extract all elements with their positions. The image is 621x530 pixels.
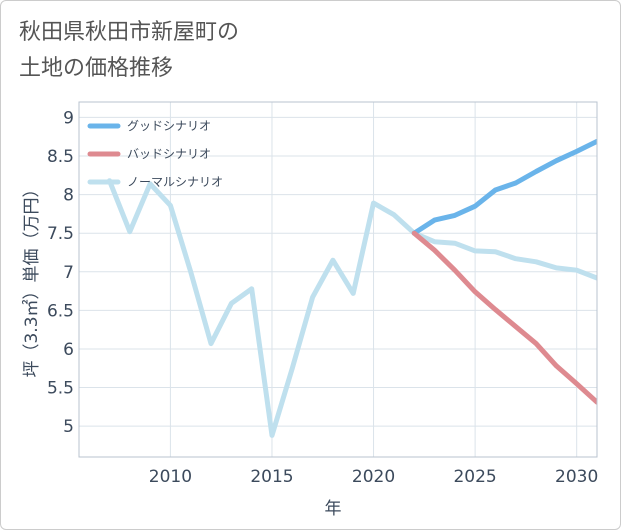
x-tick-label: 2020 bbox=[352, 467, 395, 487]
x-tick-label: 2025 bbox=[453, 467, 496, 487]
y-tick-label: 5.5 bbox=[47, 379, 74, 399]
x-tick-label: 2015 bbox=[250, 467, 293, 487]
grid bbox=[79, 102, 597, 457]
y-tick-label: 8.5 bbox=[47, 147, 74, 167]
y-tick-label: 5 bbox=[63, 417, 74, 437]
x-tick-label: 2030 bbox=[555, 467, 598, 487]
y-tick-label: 7.5 bbox=[47, 224, 74, 244]
x-tick-label: 2010 bbox=[149, 467, 192, 487]
legend-label: バッドシナリオ bbox=[127, 147, 211, 161]
series-group bbox=[107, 138, 597, 438]
y-tick-label: 6.5 bbox=[47, 301, 74, 321]
plot-frame bbox=[78, 101, 598, 458]
series-line-1 bbox=[411, 230, 597, 405]
x-axis-label: 年 bbox=[325, 499, 342, 519]
series-line-0 bbox=[411, 138, 597, 236]
legend-label: グッドシナリオ bbox=[127, 119, 211, 133]
y-tick-label: 8 bbox=[63, 186, 74, 206]
y-tick-label: 7 bbox=[63, 263, 74, 283]
y-axis-label: 坪（3.3㎡）単価（万円） bbox=[22, 180, 42, 377]
legend-label: ノーマルシナリオ bbox=[127, 175, 223, 189]
tick-labels: 2010 2015 2020 2025 2030 5 5.5 6 6.5 7 7.5 8 8.5 9 bbox=[47, 108, 598, 487]
y-tick-label: 9 bbox=[63, 108, 74, 128]
series-line-2 bbox=[107, 178, 597, 438]
y-tick-label: 6 bbox=[63, 340, 74, 360]
chart-title: 秋田県秋田市新屋町の 土地の価格推移 bbox=[19, 20, 240, 81]
